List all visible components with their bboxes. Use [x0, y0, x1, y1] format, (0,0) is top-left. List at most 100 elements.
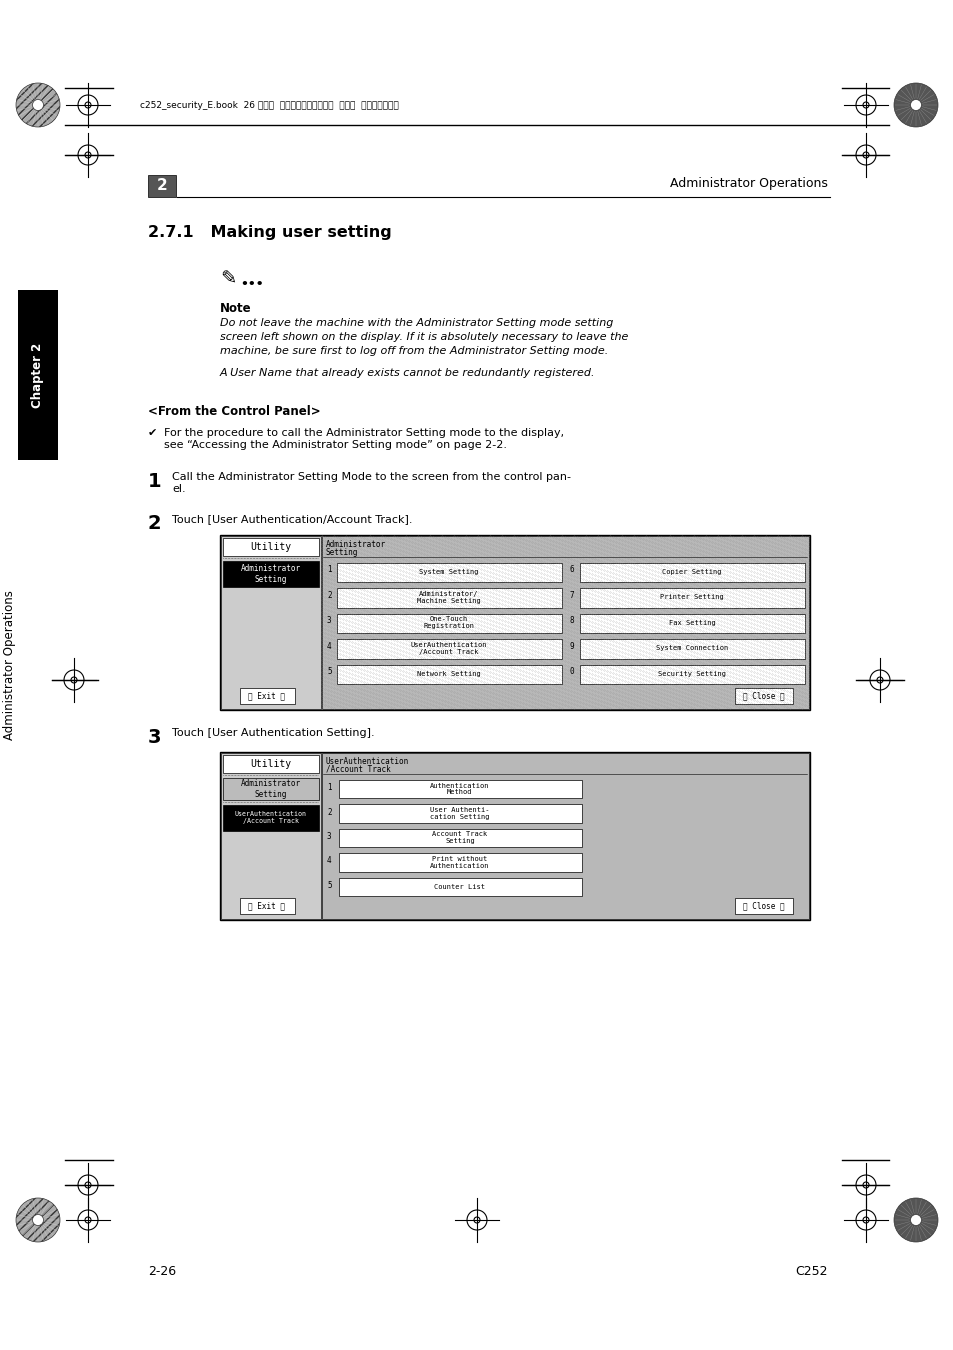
- Text: machine, be sure first to log off from the Administrator Setting mode.: machine, be sure first to log off from t…: [220, 346, 608, 356]
- Text: Administrator
Setting: Administrator Setting: [241, 564, 301, 583]
- Text: ⨂ Close ⨂: ⨂ Close ⨂: [742, 691, 784, 701]
- Text: Counter List: Counter List: [434, 884, 485, 890]
- Text: 1: 1: [327, 783, 332, 792]
- Text: System Connection: System Connection: [655, 645, 727, 651]
- Text: Setting: Setting: [326, 548, 358, 558]
- Text: 5: 5: [327, 880, 332, 890]
- Text: 4: 4: [327, 641, 332, 651]
- Text: Administrator Operations: Administrator Operations: [4, 590, 16, 740]
- Bar: [223, 755, 318, 774]
- Bar: [336, 639, 561, 659]
- Circle shape: [16, 82, 60, 127]
- Text: 2: 2: [327, 591, 332, 599]
- Text: UserAuthentication: UserAuthentication: [326, 757, 409, 765]
- Text: Call the Administrator Setting Mode to the screen from the control pan-
el.: Call the Administrator Setting Mode to t…: [172, 472, 571, 494]
- Bar: [240, 898, 294, 914]
- Text: Do not leave the machine with the Administrator Setting mode setting: Do not leave the machine with the Admini…: [220, 319, 613, 328]
- Bar: [336, 664, 561, 684]
- Bar: [240, 688, 294, 703]
- Text: <From the Control Panel>: <From the Control Panel>: [148, 405, 320, 418]
- Bar: [223, 539, 318, 556]
- Text: c252_security_E.book  26 ページ  ２００７年４月１０日  火曜日  午後３時４５分: c252_security_E.book 26 ページ ２００７年４月１０日 火…: [140, 100, 398, 109]
- Text: 2: 2: [327, 807, 332, 817]
- Text: Security Setting: Security Setting: [658, 671, 725, 676]
- Text: 3: 3: [327, 832, 332, 841]
- Bar: [336, 589, 561, 608]
- Text: 7: 7: [569, 591, 574, 599]
- Text: 5: 5: [327, 667, 332, 676]
- Bar: [220, 535, 809, 710]
- Circle shape: [16, 1197, 60, 1242]
- Text: ⨂ Exit ⨂: ⨂ Exit ⨂: [248, 691, 285, 701]
- Text: Authentication
Method: Authentication Method: [430, 783, 489, 795]
- Bar: [338, 853, 581, 872]
- Circle shape: [32, 1215, 44, 1226]
- Bar: [221, 536, 320, 709]
- Bar: [322, 753, 808, 919]
- Text: Touch [User Authentication Setting].: Touch [User Authentication Setting].: [172, 728, 375, 738]
- Text: Administrator/
Machine Setting: Administrator/ Machine Setting: [416, 591, 480, 603]
- Text: 3: 3: [148, 728, 161, 747]
- Circle shape: [909, 1215, 921, 1226]
- Text: screen left shown on the display. If it is absolutely necessary to leave the: screen left shown on the display. If it …: [220, 332, 628, 342]
- Text: 8: 8: [569, 616, 574, 625]
- Text: 4: 4: [327, 856, 332, 865]
- Bar: [579, 614, 804, 633]
- Bar: [579, 589, 804, 608]
- Text: Network Setting: Network Setting: [416, 671, 480, 676]
- Text: •••: •••: [240, 278, 263, 292]
- Text: Chapter 2: Chapter 2: [31, 343, 45, 408]
- Text: Administrator
Setting: Administrator Setting: [241, 779, 301, 799]
- Bar: [579, 639, 804, 659]
- Text: User Authenti-
cation Setting: User Authenti- cation Setting: [430, 807, 489, 819]
- Text: A User Name that already exists cannot be redundantly registered.: A User Name that already exists cannot b…: [220, 369, 595, 378]
- Bar: [338, 780, 581, 798]
- Bar: [322, 536, 808, 709]
- Bar: [338, 829, 581, 848]
- Text: System Setting: System Setting: [418, 568, 478, 575]
- Text: Utility: Utility: [251, 759, 292, 769]
- Bar: [338, 805, 581, 822]
- Text: 6: 6: [569, 566, 574, 574]
- FancyBboxPatch shape: [148, 176, 175, 197]
- Text: ⨂ Exit ⨂: ⨂ Exit ⨂: [248, 902, 285, 910]
- Circle shape: [909, 100, 921, 111]
- Text: UserAuthentication
/Account Track: UserAuthentication /Account Track: [411, 641, 487, 655]
- Bar: [734, 898, 792, 914]
- Bar: [734, 688, 792, 703]
- Bar: [338, 878, 581, 896]
- Text: 2-26: 2-26: [148, 1265, 176, 1278]
- Circle shape: [893, 82, 937, 127]
- Bar: [223, 805, 318, 832]
- Text: Administrator Operations: Administrator Operations: [669, 177, 827, 189]
- Text: /Account Track: /Account Track: [326, 765, 391, 774]
- Text: Utility: Utility: [251, 541, 292, 552]
- Text: ✎: ✎: [220, 270, 236, 289]
- Text: For the procedure to call the Administrator Setting mode to the display,
see “Ac: For the procedure to call the Administra…: [164, 428, 563, 450]
- Text: C252: C252: [795, 1265, 827, 1278]
- Text: One-Touch
Registration: One-Touch Registration: [423, 617, 474, 629]
- Text: 9: 9: [569, 641, 574, 651]
- Text: Print without
Authentication: Print without Authentication: [430, 856, 489, 868]
- Circle shape: [32, 100, 44, 111]
- Bar: [579, 664, 804, 684]
- Text: UserAuthentication
/Account Track: UserAuthentication /Account Track: [234, 811, 307, 825]
- Bar: [336, 563, 561, 582]
- Text: ✔: ✔: [148, 428, 157, 437]
- Bar: [223, 562, 318, 587]
- Text: 2.7.1   Making user setting: 2.7.1 Making user setting: [148, 225, 392, 240]
- Text: ⨂ Close ⨂: ⨂ Close ⨂: [742, 902, 784, 910]
- Bar: [579, 563, 804, 582]
- Text: Copier Setting: Copier Setting: [661, 568, 721, 575]
- Bar: [220, 752, 809, 919]
- Text: 0: 0: [569, 667, 574, 676]
- Bar: [18, 290, 58, 460]
- Bar: [336, 614, 561, 633]
- Text: Touch [User Authentication/Account Track].: Touch [User Authentication/Account Track…: [172, 514, 412, 524]
- Text: 2: 2: [148, 514, 161, 533]
- Text: Fax Setting: Fax Setting: [668, 620, 715, 626]
- Text: Account Track
Setting: Account Track Setting: [432, 832, 487, 844]
- Text: 1: 1: [327, 566, 332, 574]
- Text: 2: 2: [156, 178, 167, 193]
- Text: Printer Setting: Printer Setting: [659, 594, 723, 601]
